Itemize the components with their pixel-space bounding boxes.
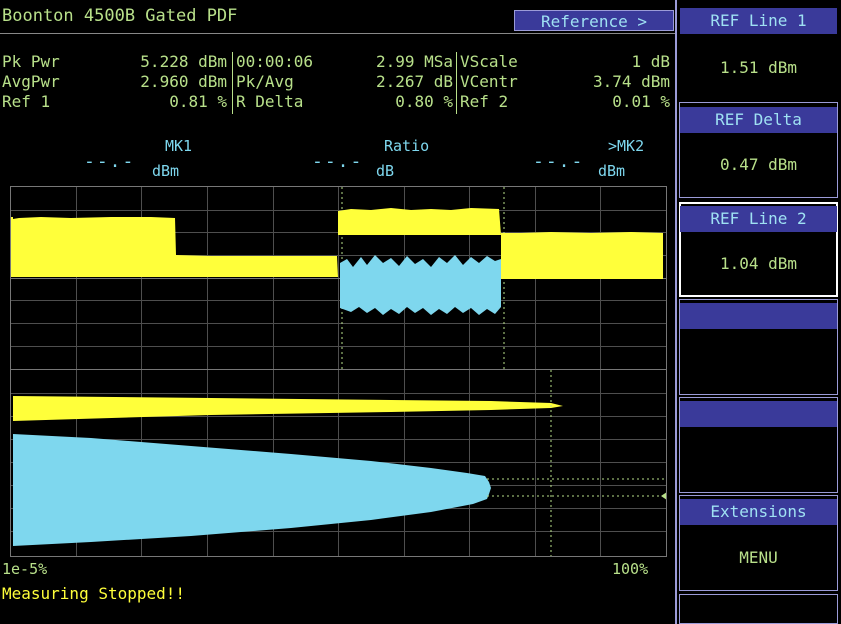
elapsed-time: 00:00:06 <box>236 52 313 72</box>
softkey-empty-2-header[interactable] <box>680 401 837 427</box>
meas-col2-labels: 00:00:06 Pk/Avg R Delta <box>236 52 313 112</box>
time-domain-traces <box>11 187 666 369</box>
pk-pwr-value: 5.228 dBm <box>105 52 227 72</box>
softkey-bottom[interactable] <box>679 594 838 624</box>
pk-avg-value: 2.267 dB <box>325 72 453 92</box>
ref-line2-button[interactable]: REF Line 2 <box>680 206 837 232</box>
peak-power-trace <box>13 217 338 277</box>
r-delta-label: R Delta <box>236 92 313 112</box>
pk-pwr-label: Pk Pwr <box>2 52 60 72</box>
mk2-label: >MK2 <box>608 137 644 155</box>
title-bar: Boonton 4500B Gated PDF Reference > <box>0 0 676 32</box>
meas-col1-values: 5.228 dBm 2.960 dBm 0.81 % <box>105 52 227 112</box>
meas-divider-2 <box>456 52 457 114</box>
ref2-value: 0.01 % <box>560 92 670 112</box>
ref-line1-value: 1.51 dBm <box>680 58 837 77</box>
pdf-cyan-curve <box>13 434 491 546</box>
vcentr-label: VCentr <box>460 72 518 92</box>
meas-col2-values: 2.99 MSa 2.267 dB 0.80 % <box>325 52 453 112</box>
pdf-plot[interactable] <box>10 369 667 557</box>
pk-avg-label: Pk/Avg <box>236 72 313 92</box>
mk1-label: MK1 <box>165 137 192 155</box>
ref-delta-value: 0.47 dBm <box>680 155 837 174</box>
ref1-label: Ref 1 <box>2 92 60 112</box>
menu-value: MENU <box>680 548 837 567</box>
sample-count-value: 2.99 MSa <box>325 52 453 72</box>
mk2-value: --.- <box>533 151 584 172</box>
pdf-axis-left-label: 1e-5% <box>2 560 47 578</box>
softkey-empty-1-header[interactable] <box>680 303 837 329</box>
vscale-label: VScale <box>460 52 518 72</box>
status-message: Measuring Stopped!! <box>2 584 185 603</box>
mk2-unit: dBm <box>598 162 625 180</box>
app-title: Boonton 4500B Gated PDF <box>2 6 237 26</box>
ref-line2-value: 1.04 dBm <box>680 254 837 273</box>
ref-delta-button[interactable]: REF Delta <box>680 107 837 133</box>
softkey-panel: REF Line 1 1.51 dBm REF Delta 0.47 dBm R… <box>677 0 841 624</box>
ref-line1-button[interactable]: REF Line 1 <box>680 8 837 34</box>
time-domain-plot[interactable] <box>10 186 667 370</box>
vcentr-value: 3.74 dBm <box>560 72 670 92</box>
meas-divider-1 <box>232 52 233 114</box>
r-delta-value: 0.80 % <box>325 92 453 112</box>
panel-divider <box>675 0 677 624</box>
mk1-unit: dBm <box>152 162 179 180</box>
pdf-axis-right-label: 100% <box>612 560 648 578</box>
ratio-value: --.- <box>312 151 363 172</box>
mk1-value: --.- <box>84 151 135 172</box>
ref2-label: Ref 2 <box>460 92 518 112</box>
avg-pwr-value: 2.960 dBm <box>105 72 227 92</box>
ratio-label: Ratio <box>384 137 429 155</box>
meas-col1-labels: Pk Pwr AvgPwr Ref 1 <box>2 52 60 112</box>
reference-button[interactable]: Reference > <box>514 10 674 31</box>
avg-pwr-label: AvgPwr <box>2 72 60 92</box>
ref1-value: 0.81 % <box>105 92 227 112</box>
pdf-traces <box>11 370 666 556</box>
extensions-button[interactable]: Extensions <box>680 499 837 525</box>
meas-col3-labels: VScale VCentr Ref 2 <box>460 52 518 112</box>
pdf-yellow-curve <box>13 396 563 421</box>
title-divider <box>0 33 676 34</box>
ratio-unit: dB <box>376 162 394 180</box>
meas-col3-values: 1 dB 3.74 dBm 0.01 % <box>560 52 670 112</box>
vscale-value: 1 dB <box>560 52 670 72</box>
